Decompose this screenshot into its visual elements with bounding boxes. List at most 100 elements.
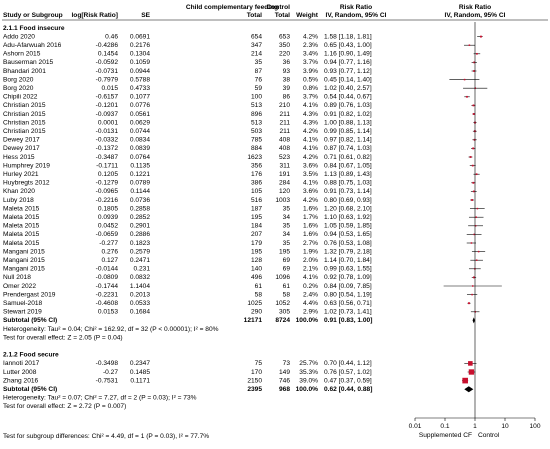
total-cf: 75 <box>255 360 263 367</box>
effect-square <box>472 181 475 184</box>
weight: 4.2% <box>303 154 318 161</box>
log-rr: -0.0131 <box>96 128 119 135</box>
rr-ci: 0.97 [0.82, 1.14] <box>324 137 372 144</box>
effect-square <box>480 35 482 38</box>
log-rr: -0.7531 <box>96 377 119 384</box>
effect-square <box>468 369 475 375</box>
overall-effect: Test for overall effect: Z = 2.72 (P = 0… <box>3 403 126 410</box>
log-rr: 0.0939 <box>98 214 119 221</box>
header-log-rr: log[Risk Ratio] <box>71 12 118 19</box>
header-plot-method: IV, Random, 95% CI <box>445 12 506 19</box>
rr-ci: 0.91 [0.73, 1.14] <box>324 188 372 195</box>
rr-ci: 1.13 [0.89, 1.43] <box>324 171 372 178</box>
total-cf: 347 <box>251 42 262 49</box>
total-cf: 513 <box>251 119 262 126</box>
log-rr: 0.46 <box>105 33 118 40</box>
total-cf: 503 <box>251 128 262 135</box>
effect-square <box>472 104 475 107</box>
log-rr: -0.0731 <box>96 68 119 75</box>
total-control: 408 <box>279 137 290 144</box>
overall-effect: Test for overall effect: Z = 2.05 (P = 0… <box>3 334 123 341</box>
total-cf: 207 <box>251 231 262 238</box>
rr-ci: 1.10 [0.63, 1.92] <box>324 214 372 221</box>
study-name: Christian 2015 <box>3 128 46 135</box>
log-rr: 0.015 <box>101 85 118 92</box>
subtotal-label: Subtotal (95% CI) <box>3 386 57 393</box>
effect-square <box>463 78 466 81</box>
rr-ci: 1.02 [0.40, 2.57] <box>324 85 372 92</box>
weight: 100.0% <box>296 317 319 324</box>
se: 0.0944 <box>130 68 151 75</box>
total-cf: 105 <box>251 188 262 195</box>
rr-ci: 0.91 [0.82, 1.02] <box>324 111 372 118</box>
total-control: 8724 <box>275 317 290 324</box>
header-control: Control <box>267 4 291 11</box>
log-rr: -0.0809 <box>96 274 119 281</box>
log-rr: -0.277 <box>99 240 118 247</box>
x-tick-label: 0.01 <box>409 423 422 430</box>
study-name: Maleta 2015 <box>3 214 40 221</box>
study-name: Chipili 2022 <box>3 94 38 101</box>
weight: 4.3% <box>303 111 318 118</box>
rr-ci: 1.58 [1.18, 1.81] <box>324 33 372 40</box>
total-control: 220 <box>279 51 290 58</box>
weight: 4.2% <box>303 128 318 135</box>
se: 0.0764 <box>130 154 151 161</box>
study-name: Christian 2015 <box>3 119 46 126</box>
total-cf: 516 <box>251 197 262 204</box>
total-control: 86 <box>283 94 291 101</box>
total-cf: 128 <box>251 257 262 264</box>
header-total-cf: Total <box>247 12 262 19</box>
total-cf: 896 <box>251 111 262 118</box>
effect-square <box>473 61 476 64</box>
total-control: 284 <box>279 180 290 187</box>
rr-ci: 1.00 [0.88, 1.13] <box>324 119 372 126</box>
log-rr: -0.3498 <box>96 360 119 367</box>
weight: 2.1% <box>303 266 318 273</box>
study-name: Humphrey 2019 <box>3 162 50 169</box>
study-name: Christian 2015 <box>3 111 46 118</box>
total-control: 191 <box>279 171 290 178</box>
study-name: Hurley 2021 <box>3 171 39 178</box>
total-cf: 100 <box>251 94 262 101</box>
log-rr: -0.6157 <box>96 94 119 101</box>
study-name: Borg 2020 <box>3 85 34 92</box>
study-name: Mangani 2015 <box>3 257 45 264</box>
total-control: 39 <box>283 85 291 92</box>
se: 0.1135 <box>130 162 150 169</box>
total-control: 746 <box>279 377 290 384</box>
log-rr: 0.127 <box>101 257 118 264</box>
total-cf: 12171 <box>244 317 263 324</box>
rr-ci: 0.76 [0.53, 1.08] <box>324 240 372 247</box>
total-control: 195 <box>279 248 290 255</box>
group-title: 2.1.1 Food insecure <box>3 25 65 32</box>
weight: 3.6% <box>303 162 318 169</box>
log-rr: -0.1279 <box>96 180 119 187</box>
effect-square <box>473 233 475 236</box>
weight: 1.6% <box>303 205 318 212</box>
rr-ci: 0.80 [0.69, 0.93] <box>324 197 372 204</box>
weight: 4.1% <box>303 102 318 109</box>
total-control: 653 <box>279 33 290 40</box>
se: 0.0839 <box>130 145 151 152</box>
log-rr: -0.1201 <box>96 102 119 109</box>
total-control: 311 <box>279 162 290 169</box>
log-rr: -0.7979 <box>96 76 119 83</box>
effect-square <box>471 199 474 201</box>
rr-ci: 0.87 [0.74, 1.03] <box>324 145 372 152</box>
subgroup-test: Test for subgroup differences: Chi² = 4.… <box>3 433 209 440</box>
weight: 4.4% <box>303 300 318 307</box>
total-cf: 76 <box>255 76 263 83</box>
rr-ci: 0.45 [0.14, 1.40] <box>324 76 372 83</box>
total-control: 149 <box>279 369 290 376</box>
total-control: 61 <box>283 283 291 290</box>
study-name: Lutter 2008 <box>3 369 37 376</box>
total-control: 73 <box>283 360 291 367</box>
study-name: Mangani 2015 <box>3 248 45 255</box>
se: 0.0736 <box>130 197 151 204</box>
total-cf: 179 <box>251 240 262 247</box>
total-control: 350 <box>279 42 290 49</box>
log-rr: -0.0937 <box>96 111 119 118</box>
weight: 3.6% <box>303 188 318 195</box>
